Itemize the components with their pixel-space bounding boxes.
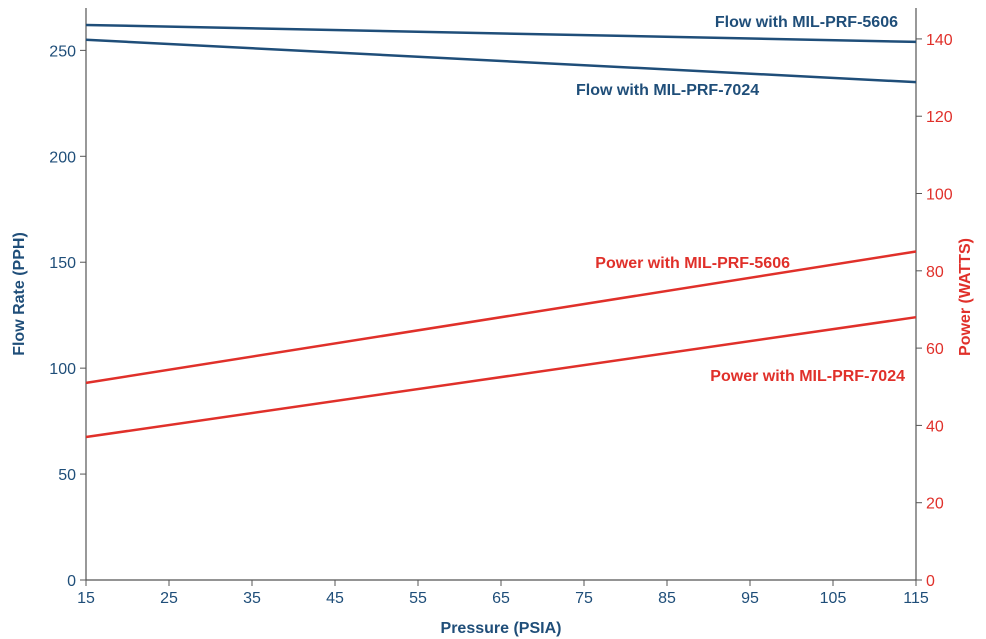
y-left-tick-label: 200 — [49, 149, 76, 166]
x-tick-label: 75 — [575, 590, 593, 607]
x-tick-label: 25 — [160, 590, 178, 607]
y-right-tick-label: 0 — [926, 573, 935, 590]
x-tick-label: 35 — [243, 590, 261, 607]
x-axis: 15 25 35 45 55 65 75 85 95 105 115 — [77, 580, 929, 607]
y-right-tick-label: 60 — [926, 341, 944, 358]
y-right-tick-label: 20 — [926, 496, 944, 513]
x-tick-label: 105 — [820, 590, 847, 607]
y-left-tick-label: 100 — [49, 361, 76, 378]
series-line-1 — [85, 23, 917, 44]
x-tick-label: 115 — [903, 590, 929, 607]
series-line-4 — [85, 315, 917, 439]
x-tick-label: 55 — [409, 590, 427, 607]
series-label-4: Power with MIL-PRF-7024 — [710, 368, 905, 385]
plot-frame — [85, 8, 917, 581]
x-tick-label: 85 — [658, 590, 676, 607]
x-tick-label: 15 — [77, 590, 95, 607]
series-labels: Flow with MIL-PRF-5606 Flow with MIL-PRF-… — [576, 14, 905, 385]
x-tick-label: 95 — [741, 590, 759, 607]
series-line-3 — [85, 250, 917, 385]
x-axis-title: Pressure (PSIA) — [441, 620, 562, 637]
y-axis-left-title: Flow Rate (PPH) — [11, 232, 28, 356]
series-label-3: Power with MIL-PRF-5606 — [595, 255, 790, 272]
y-right-tick-label: 120 — [926, 109, 953, 126]
y-right-tick-label: 40 — [926, 418, 944, 435]
y-left-tick-label: 50 — [58, 467, 76, 484]
y-right-tick-label: 140 — [926, 32, 953, 49]
y-axis-right-title: Power (WATTS) — [957, 238, 974, 356]
x-tick-label: 45 — [326, 590, 344, 607]
y-left-tick-label: 150 — [49, 255, 76, 272]
y-left-tick-label: 0 — [67, 573, 76, 590]
x-tick-label: 65 — [492, 590, 510, 607]
series-line-2 — [85, 38, 917, 84]
y-right-tick-label: 100 — [926, 187, 953, 204]
y-right-tick-label: 80 — [926, 264, 944, 281]
y-left-tick-label: 250 — [49, 43, 76, 60]
series-label-2: Flow with MIL-PRF-7024 — [576, 82, 759, 99]
y-axis-left: 0 50 100 150 200 250 — [49, 43, 86, 590]
y-axis-right: 0 20 40 60 80 100 120 140 — [916, 32, 953, 590]
series-lines — [85, 23, 917, 439]
series-label-1: Flow with MIL-PRF-5606 — [715, 14, 898, 31]
